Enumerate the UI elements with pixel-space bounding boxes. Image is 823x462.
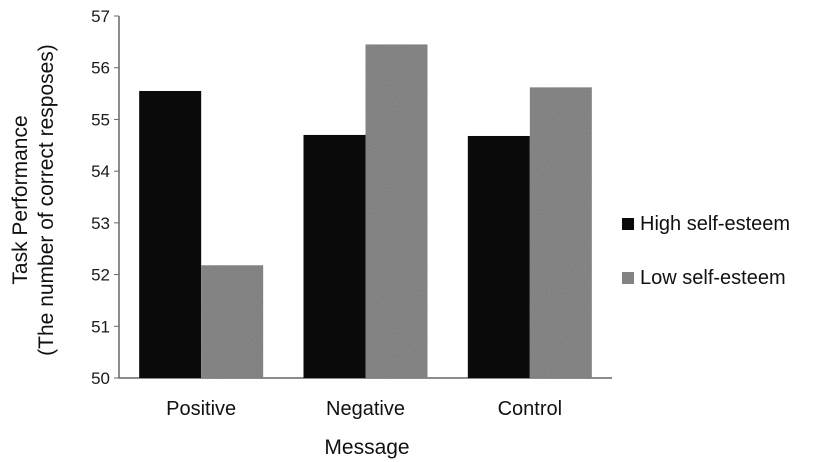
y-axis-title-line1: Task Performance xyxy=(9,115,32,284)
x-tick-label: Negative xyxy=(326,398,405,420)
y-axis-title-line2: (The number of correct resposes) xyxy=(35,44,58,356)
y-tick-label: 50 xyxy=(91,369,110,388)
legend-swatch-low xyxy=(622,272,634,284)
bar-low-positive xyxy=(201,265,264,378)
y-tick-label: 52 xyxy=(91,266,110,285)
legend-swatch-high xyxy=(622,218,634,230)
y-tick-label: 55 xyxy=(91,110,110,129)
plot-area: 50 51 52 53 54 55 56 57 Positive Negative Control xyxy=(91,7,612,420)
x-axis-title: Message xyxy=(324,436,409,459)
bar-low-control xyxy=(529,87,592,378)
legend-label-high: High self-esteem xyxy=(640,213,790,235)
x-tick-label: Control xyxy=(498,398,562,420)
y-tick-label: 56 xyxy=(91,59,110,78)
y-tick-label: 54 xyxy=(91,162,110,181)
y-tick-label: 51 xyxy=(91,317,110,336)
legend: High self-esteem Low self-esteem xyxy=(622,213,790,289)
bar-high-negative xyxy=(303,134,366,378)
bar-high-control xyxy=(467,135,530,378)
y-tick-label: 57 xyxy=(91,7,110,26)
bar-low-negative xyxy=(365,44,428,378)
legend-label-low: Low self-esteem xyxy=(640,267,786,289)
y-tick-label: 53 xyxy=(91,214,110,233)
x-tick-label: Positive xyxy=(166,398,236,420)
bar-high-positive xyxy=(139,90,202,378)
